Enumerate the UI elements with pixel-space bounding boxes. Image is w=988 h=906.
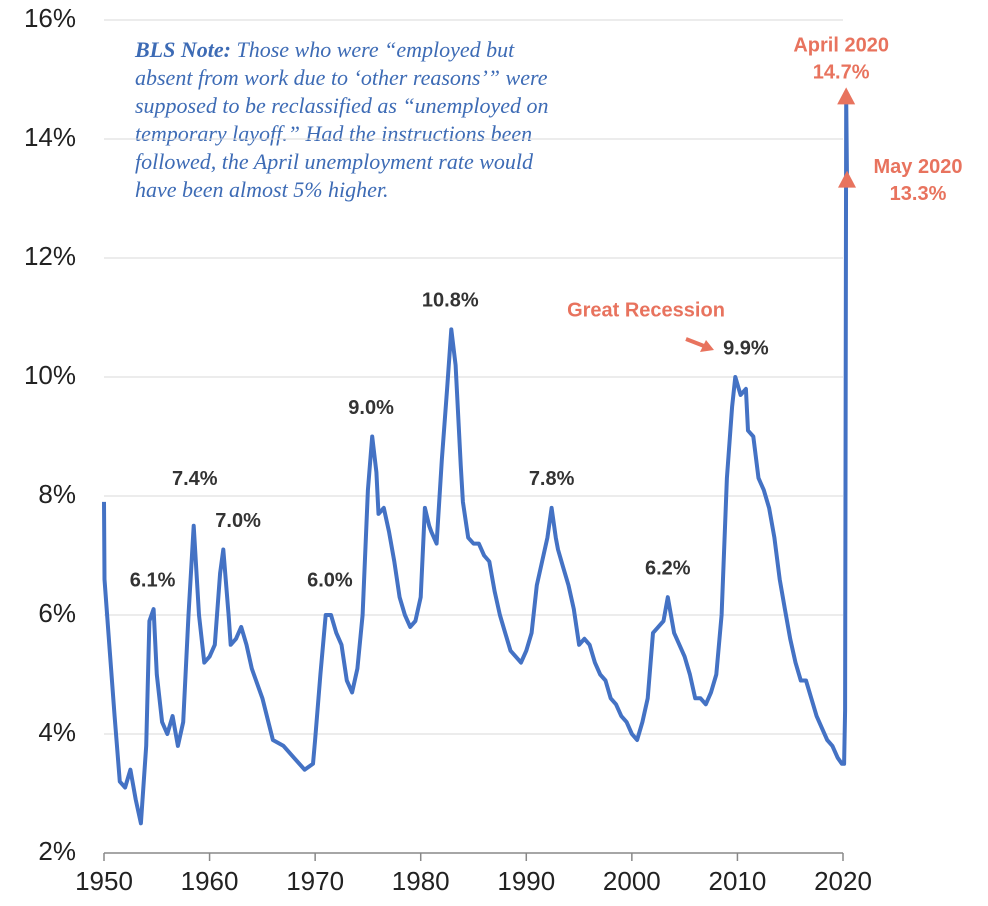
note-text: have been almost 5% higher. bbox=[135, 177, 389, 202]
y-tick-label: 14% bbox=[24, 122, 76, 152]
note-line: supposed to be reclassified as “unemploy… bbox=[135, 93, 548, 118]
x-tick-label: 2000 bbox=[603, 866, 661, 896]
x-tick-label: 1960 bbox=[181, 866, 239, 896]
marker-value-label: 13.3% bbox=[890, 183, 947, 205]
line bbox=[102, 95, 849, 826]
x-tick-label: 2010 bbox=[709, 866, 767, 896]
note-line: BLS Note: Those who were “employed but bbox=[134, 37, 515, 62]
marker-label: April 2020 bbox=[793, 35, 889, 57]
note-line: followed, the April unemployment rate wo… bbox=[135, 149, 534, 174]
annotation: 6.2% bbox=[645, 557, 691, 579]
annotation: 9.0% bbox=[348, 397, 394, 419]
y-tick-label: 4% bbox=[38, 717, 76, 747]
y-tick-label: 12% bbox=[24, 241, 76, 271]
note-line: absent from work due to ‘other reasons’”… bbox=[135, 65, 548, 90]
annotation: 6.1% bbox=[130, 569, 176, 591]
y-tick-label: 16% bbox=[24, 3, 76, 33]
x-tick-label: 1980 bbox=[392, 866, 450, 896]
note-line: temporary layoff.” Had the instructions … bbox=[135, 121, 532, 146]
y-tick-label: 10% bbox=[24, 360, 76, 390]
annotation: 6.0% bbox=[307, 569, 353, 591]
note-title: BLS Note: bbox=[134, 37, 231, 62]
annotation: 7.4% bbox=[172, 468, 218, 490]
note-text: Those who were “employed but bbox=[231, 37, 515, 62]
note: BLS Note: Those who were “employed but ab… bbox=[134, 37, 548, 202]
y-tick-label: 8% bbox=[38, 479, 76, 509]
marker-value-label: 14.7% bbox=[813, 62, 870, 84]
annotation: 7.8% bbox=[529, 468, 575, 490]
note-line: have been almost 5% higher. bbox=[135, 177, 389, 202]
annotation: 7.0% bbox=[215, 510, 261, 532]
marker-label: May 2020 bbox=[874, 156, 963, 178]
callout-arrowhead bbox=[700, 340, 714, 352]
marker bbox=[838, 170, 857, 188]
note-text: followed, the April unemployment rate wo… bbox=[135, 149, 534, 174]
note-text: supposed to be reclassified as “unemploy… bbox=[135, 93, 548, 118]
y-tick-label: 6% bbox=[38, 598, 76, 628]
x-tick-label: 1950 bbox=[75, 866, 133, 896]
callout: Great Recession bbox=[567, 299, 725, 321]
x-tick-label: 2020 bbox=[814, 866, 872, 896]
marker bbox=[837, 87, 856, 105]
y-tick-label: 2% bbox=[38, 836, 76, 866]
x-tick-label: 1990 bbox=[497, 866, 555, 896]
callout-arrow bbox=[685, 337, 705, 348]
note-text: absent from work due to ‘other reasons’”… bbox=[135, 65, 548, 90]
x-tick-label: 1970 bbox=[286, 866, 344, 896]
annotation: 9.9% bbox=[723, 337, 769, 359]
note-text: temporary layoff.” Had the instructions … bbox=[135, 121, 532, 146]
annotation: 10.8% bbox=[422, 290, 479, 312]
